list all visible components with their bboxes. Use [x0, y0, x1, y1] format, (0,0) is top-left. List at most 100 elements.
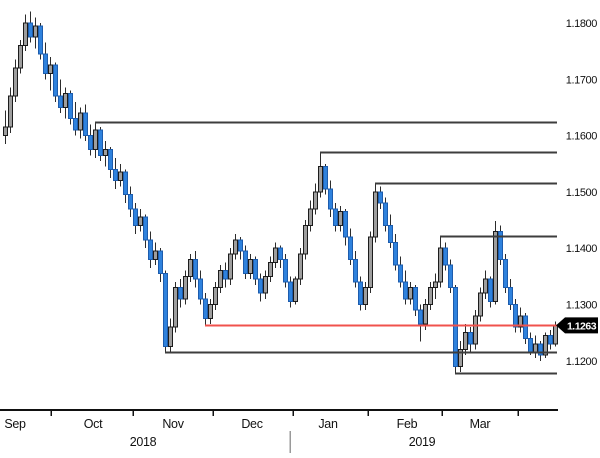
- candle: [533, 335, 538, 358]
- candle-body-down: [288, 281, 293, 303]
- candle: [118, 163, 123, 187]
- price-levels: [95, 121, 557, 375]
- candle: [108, 146, 113, 178]
- candle-body-down: [128, 194, 133, 210]
- x-axis-month-label: Oct: [84, 417, 103, 431]
- candle-body-up: [363, 287, 368, 305]
- x-axis-year-label: 2019: [409, 435, 436, 449]
- candle-body-down: [328, 188, 333, 210]
- candle: [358, 276, 363, 311]
- candle: [388, 214, 393, 249]
- candle-body-up: [493, 230, 498, 303]
- candle: [278, 245, 283, 268]
- candle-body-up: [233, 239, 238, 255]
- candle-body-down: [403, 281, 408, 300]
- candle: [493, 221, 498, 305]
- candle-body-up: [3, 126, 8, 137]
- candle: [373, 183, 378, 243]
- candle: [523, 312, 528, 344]
- y-axis-label: 1.1300: [566, 300, 598, 312]
- candle-body-up: [228, 253, 233, 280]
- last-price-badge[interactable]: 1.1263: [556, 317, 598, 334]
- candle-body-down: [163, 273, 168, 348]
- candle: [543, 332, 548, 358]
- candle: [363, 281, 368, 311]
- candle-body-up: [518, 315, 523, 328]
- candle-body-down: [283, 258, 288, 283]
- candle: [478, 287, 483, 322]
- candle-body-down: [53, 64, 58, 97]
- candle-body-up: [183, 275, 188, 300]
- candles: [3, 11, 558, 374]
- candle: [333, 203, 338, 232]
- candle: [63, 87, 68, 119]
- y-axis-label: 1.1700: [566, 74, 598, 86]
- candle-body-up: [78, 112, 83, 131]
- candle: [103, 141, 108, 167]
- candle: [378, 186, 383, 209]
- candle-body-down: [88, 135, 93, 151]
- candle: [23, 14, 28, 52]
- candle-body-down: [488, 278, 493, 303]
- candle-body-down: [198, 278, 203, 300]
- y-axis-label: 1.1600: [566, 131, 598, 143]
- last-price-badge-shape: [556, 317, 598, 334]
- x-axis: Sep Oct Nov Dec Jan Feb Mar 2018 2019: [0, 409, 558, 453]
- candle: [268, 256, 273, 282]
- candle-body-up: [408, 287, 413, 300]
- candle-body-up: [458, 349, 463, 367]
- candle: [228, 248, 233, 285]
- candle: [288, 276, 293, 308]
- candle: [58, 79, 63, 114]
- candle: [548, 329, 553, 350]
- candle-body-up: [478, 292, 483, 317]
- candle-body-down: [548, 334, 553, 345]
- candle: [443, 242, 448, 271]
- y-axis-label: 1.1500: [566, 187, 598, 199]
- candle-body-down: [113, 168, 118, 182]
- candle: [323, 163, 328, 195]
- candle-body-down: [508, 287, 513, 305]
- candle-body-up: [433, 281, 438, 289]
- candle-body-down: [443, 247, 448, 266]
- candle: [128, 186, 133, 218]
- candle: [258, 273, 263, 302]
- candle-body-up: [428, 287, 433, 305]
- candle-body-down: [108, 149, 113, 170]
- candle-body-up: [368, 236, 373, 289]
- candle: [463, 324, 468, 356]
- candle-body-up: [153, 250, 158, 260]
- candle: [8, 87, 13, 133]
- candle-body-up: [208, 304, 213, 320]
- candle: [48, 56, 53, 91]
- candle: [393, 234, 398, 271]
- x-axis-month-label: Dec: [241, 417, 262, 431]
- candle: [113, 158, 118, 190]
- candle-body-down: [73, 118, 78, 131]
- y-axis-label: 1.1200: [566, 356, 598, 368]
- candle: [193, 251, 198, 288]
- candle: [123, 169, 128, 204]
- y-axis-label: 1.1800: [566, 18, 598, 30]
- candle-body-down: [258, 278, 263, 294]
- candle-body-up: [33, 25, 38, 38]
- candle: [3, 110, 8, 145]
- candle: [18, 39, 23, 74]
- candle-body-down: [243, 250, 248, 275]
- candle: [353, 251, 358, 288]
- candle-body-up: [213, 287, 218, 305]
- candle-body-down: [383, 202, 388, 227]
- candle-body-up: [173, 287, 178, 328]
- candle-body-up: [463, 332, 468, 351]
- candle-body-down: [388, 225, 393, 244]
- x-axis-year-label: 2018: [130, 435, 157, 449]
- candle: [83, 104, 88, 142]
- candle-body-down: [498, 230, 503, 260]
- candle: [38, 23, 43, 60]
- candle: [273, 242, 278, 268]
- candle-body-up: [263, 275, 268, 294]
- candle: [253, 256, 258, 285]
- candle-body-up: [338, 211, 343, 227]
- candle-body-down: [448, 264, 453, 289]
